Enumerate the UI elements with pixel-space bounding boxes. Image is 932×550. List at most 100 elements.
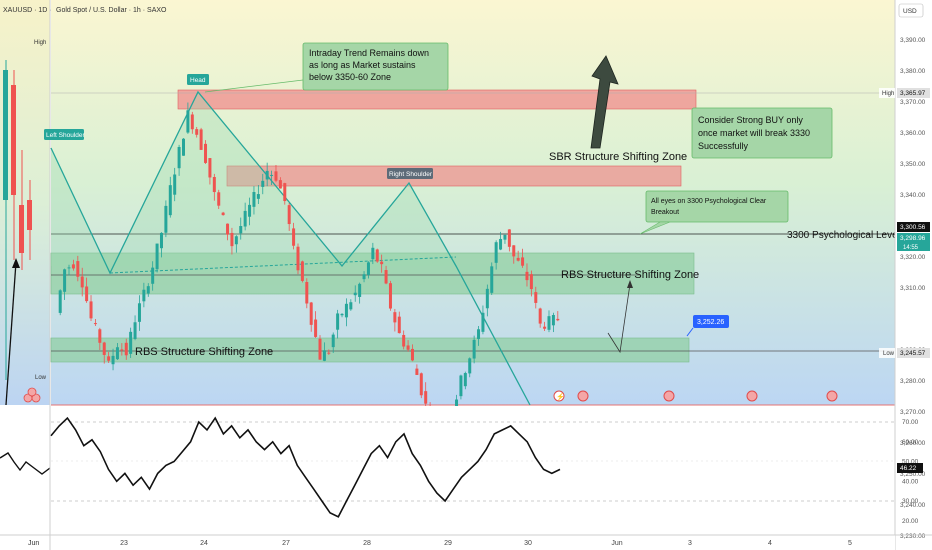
candle-body: [151, 267, 155, 284]
candle-body: [283, 183, 287, 202]
time-axis[interactable]: 23 24 27 28 29 30 Jun 3 4 5: [0, 534, 932, 550]
candle-body: [388, 283, 392, 309]
price-tick: 3,320.00: [900, 254, 926, 261]
candle-body: [230, 232, 234, 247]
candle-body: [71, 264, 75, 269]
sbr-zone-lower: [226, 165, 682, 187]
head-label: Head: [190, 77, 206, 84]
candle-body: [287, 205, 291, 225]
trend-note-box: [302, 42, 449, 91]
rsi-panel: [50, 406, 895, 535]
candle-body: [314, 319, 318, 337]
candle-body: [485, 288, 489, 309]
candle-body: [137, 303, 141, 322]
candle-body: [366, 262, 370, 275]
candle-body: [212, 177, 216, 193]
up-arrow: [590, 55, 619, 149]
candle-body: [494, 242, 498, 263]
candle-body: [340, 313, 344, 316]
candle-body: [190, 114, 194, 130]
candle-body: [274, 171, 278, 181]
candle-body: [256, 194, 260, 199]
candle-body: [415, 368, 419, 375]
candle-body: [424, 391, 428, 404]
candle-body: [477, 329, 481, 339]
low-value: 3,245.57: [900, 350, 926, 357]
mini-candle: [19, 205, 24, 253]
candle-body: [490, 266, 494, 293]
candle-body: [358, 283, 362, 297]
rsi-tick: 70.00: [902, 419, 919, 426]
rsi-tick: 20.00: [902, 518, 919, 525]
price-tick: 3,350.00: [900, 161, 926, 168]
left-shoulder-label: Left Shoulder: [46, 132, 86, 139]
price-tick: 3,270.00: [900, 409, 926, 416]
candle-body: [384, 270, 388, 284]
event-flash-icon: [553, 390, 565, 402]
price-tick: 3,310.00: [900, 285, 926, 292]
buy-note-box: [691, 107, 833, 159]
candle-body: [410, 348, 414, 361]
candle-body: [551, 314, 555, 326]
candle-body: [248, 204, 252, 217]
time-tick: 24: [200, 540, 208, 547]
candle-body: [278, 180, 282, 189]
candle-body: [556, 318, 560, 321]
candle-body: [327, 352, 331, 354]
price-tick: 3,340.00: [900, 192, 926, 199]
candle-body: [472, 339, 476, 359]
trend-note-line3: below 3350-60 Zone: [309, 72, 391, 82]
candle-body: [300, 261, 304, 281]
bid-price: 3,298.96: [900, 235, 926, 242]
candle-body: [58, 290, 62, 313]
rsi-ticks: 70.00 60.00 50.00 40.00 30.00 20.00: [902, 419, 919, 525]
candle-body: [525, 271, 529, 281]
candle-body: [146, 286, 150, 294]
candle-body: [63, 269, 67, 292]
candle-body: [111, 355, 115, 365]
candle-body: [375, 249, 379, 262]
high-axis-label: High: [882, 91, 894, 97]
time-tick: Jun: [611, 540, 622, 547]
candle-body: [512, 245, 516, 257]
price-tick: 3,360.00: [900, 130, 926, 137]
low-axis-label: Low: [883, 351, 895, 357]
price-axis[interactable]: USD 3,390.00 3,380.00 3,370.00 3,360.00 3,35…: [879, 0, 932, 550]
price-tick: 3,240.00: [900, 502, 926, 509]
candle-body: [393, 312, 397, 323]
countdown: 14:55: [903, 245, 919, 251]
eyes-note-box: [645, 190, 789, 223]
mini-date: Jun: [28, 540, 39, 547]
candle-body: [322, 350, 326, 361]
candle-body: [296, 246, 300, 271]
price-candles: [58, 102, 560, 456]
mini-symbol: XAUUSD · 1D ·: [3, 7, 52, 14]
event-flag-icon: [663, 390, 675, 402]
mini-candle: [27, 200, 32, 230]
mini-daily-panel: XAUUSD · 1D · High Low Jun: [0, 0, 52, 547]
candle-body: [331, 334, 335, 348]
candle-body: [402, 334, 406, 347]
right-shoulder-label: Right Shoulder: [389, 171, 433, 178]
event-flag-icon: [577, 390, 589, 402]
candle-body: [115, 347, 119, 360]
rsi-line: [50, 416, 561, 518]
candle-body: [85, 286, 89, 302]
mini-candle: [3, 70, 8, 200]
candle-body: [406, 345, 410, 350]
rsi-current: 46.22: [900, 465, 917, 472]
time-tick: 23: [120, 540, 128, 547]
candle-body: [309, 302, 313, 325]
time-tick: 29: [444, 540, 452, 547]
event-flag-icon: [826, 390, 838, 402]
candle-body: [353, 292, 357, 296]
candle-body: [217, 192, 221, 206]
candle-body: [499, 238, 503, 250]
candle-body: [89, 301, 93, 319]
retest-arrow: [607, 283, 631, 354]
target-label: 3,252.26: [697, 319, 724, 326]
candle-body: [124, 342, 128, 356]
chart-title: Gold Spot / U.S. Dollar · 1h · SAXO: [56, 7, 167, 14]
time-tick: 28: [363, 540, 371, 547]
candle-body: [481, 312, 485, 332]
